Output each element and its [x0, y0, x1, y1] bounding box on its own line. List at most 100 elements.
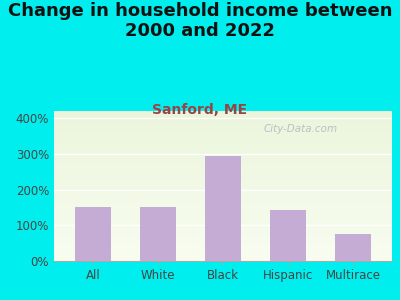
Bar	[54, 240, 392, 242]
Bar	[54, 152, 392, 153]
Bar	[54, 140, 392, 141]
Bar	[54, 126, 392, 128]
Bar	[54, 194, 392, 195]
Bar	[54, 169, 392, 171]
Text: Change in household income between
2000 and 2022: Change in household income between 2000 …	[8, 2, 392, 40]
Bar	[54, 178, 392, 180]
Bar	[54, 116, 392, 117]
Bar	[54, 189, 392, 190]
Bar	[54, 213, 392, 214]
Bar	[54, 146, 392, 147]
Bar	[54, 165, 392, 166]
Bar	[54, 123, 392, 124]
Bar	[54, 237, 392, 238]
Bar	[54, 207, 392, 208]
Bar	[54, 201, 392, 202]
Bar	[54, 117, 392, 118]
Bar	[54, 198, 392, 200]
Bar	[54, 164, 392, 165]
Bar	[54, 177, 392, 178]
Bar	[54, 219, 392, 220]
Bar	[54, 226, 392, 228]
Bar	[75, 207, 111, 261]
Bar	[54, 158, 392, 159]
Bar	[54, 254, 392, 255]
Bar	[54, 130, 392, 132]
Bar	[54, 176, 392, 177]
Bar	[54, 147, 392, 148]
Bar	[54, 202, 392, 204]
Bar	[54, 144, 392, 146]
Bar	[54, 150, 392, 152]
Bar	[270, 210, 306, 261]
Bar	[54, 222, 392, 224]
Bar	[54, 135, 392, 136]
Bar	[54, 136, 392, 138]
Bar	[54, 204, 392, 206]
Bar	[54, 124, 392, 126]
Bar	[54, 112, 392, 114]
Bar	[54, 255, 392, 256]
Bar	[54, 214, 392, 216]
Bar	[54, 220, 392, 222]
Bar	[54, 238, 392, 240]
Bar	[54, 228, 392, 230]
Bar	[54, 232, 392, 234]
Bar	[54, 225, 392, 226]
Bar	[54, 174, 392, 176]
Bar	[54, 142, 392, 144]
Bar	[54, 168, 392, 170]
Bar	[54, 153, 392, 154]
Bar	[54, 258, 392, 260]
Bar	[54, 138, 392, 140]
Text: City-Data.com: City-Data.com	[264, 124, 338, 134]
Bar	[54, 212, 392, 213]
Bar	[54, 186, 392, 188]
Bar	[54, 148, 392, 150]
Bar	[54, 196, 392, 198]
Text: Sanford, ME: Sanford, ME	[152, 103, 248, 118]
Bar	[54, 162, 392, 164]
Bar	[54, 129, 392, 130]
Bar	[54, 188, 392, 189]
Bar	[140, 207, 176, 261]
Bar	[54, 210, 392, 212]
Bar	[54, 114, 392, 116]
Bar	[54, 172, 392, 174]
Bar	[54, 180, 392, 182]
Bar	[54, 230, 392, 231]
Bar	[54, 208, 392, 210]
Bar	[54, 218, 392, 219]
Bar	[54, 260, 392, 261]
Bar	[54, 171, 392, 172]
Bar	[54, 242, 392, 243]
Bar	[54, 183, 392, 184]
Bar	[54, 190, 392, 192]
Bar	[205, 156, 241, 261]
Bar	[54, 200, 392, 201]
Bar	[54, 250, 392, 252]
Bar	[54, 224, 392, 225]
Bar	[54, 236, 392, 237]
Bar	[54, 156, 392, 158]
Bar	[54, 128, 392, 129]
Bar	[54, 122, 392, 123]
Bar	[54, 192, 392, 194]
Bar	[54, 120, 392, 122]
Bar	[54, 244, 392, 246]
Bar	[54, 118, 392, 120]
Bar	[54, 132, 392, 134]
Bar	[54, 243, 392, 244]
Bar	[335, 234, 371, 261]
Bar	[54, 160, 392, 162]
Bar	[54, 141, 392, 142]
Bar	[54, 252, 392, 254]
Bar	[54, 206, 392, 207]
Bar	[54, 216, 392, 218]
Bar	[54, 134, 392, 135]
Bar	[54, 246, 392, 247]
Bar	[54, 256, 392, 258]
Bar	[54, 182, 392, 183]
Bar	[54, 154, 392, 156]
Bar	[54, 234, 392, 236]
